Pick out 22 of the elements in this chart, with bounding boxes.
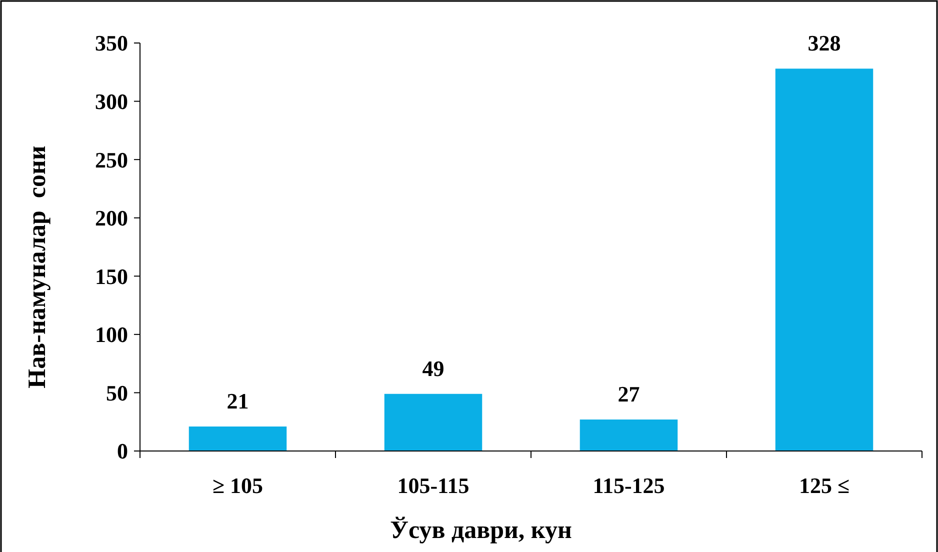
- y-tick-label: 300: [95, 88, 128, 114]
- bar: [384, 394, 482, 451]
- data-label: 49: [422, 356, 444, 381]
- y-tick-label: 200: [95, 206, 128, 231]
- data-label: 27: [618, 382, 640, 407]
- x-tick-label: 125 ≤: [798, 473, 850, 498]
- y-tick-label: 0: [117, 438, 128, 464]
- y-tick-label: 50: [106, 380, 128, 406]
- x-tick-label: 105-115: [397, 473, 470, 498]
- y-tick-label: 150: [95, 264, 128, 289]
- x-axis-title: Ўсув даври, кун: [390, 516, 572, 544]
- bar: [775, 68, 874, 451]
- x-tick-label: 115-125: [592, 473, 665, 498]
- y-axis-title: Нав-намуналар сони: [24, 146, 51, 388]
- data-label: 21: [226, 388, 249, 414]
- data-label: 328: [808, 30, 841, 56]
- x-tick-label: ≥ 105: [212, 473, 264, 498]
- bar: [580, 420, 678, 451]
- y-tick-label: 250: [95, 147, 128, 172]
- y-tick-label: 350: [95, 30, 128, 56]
- y-tick-label: 100: [95, 322, 128, 348]
- bar: [188, 426, 287, 451]
